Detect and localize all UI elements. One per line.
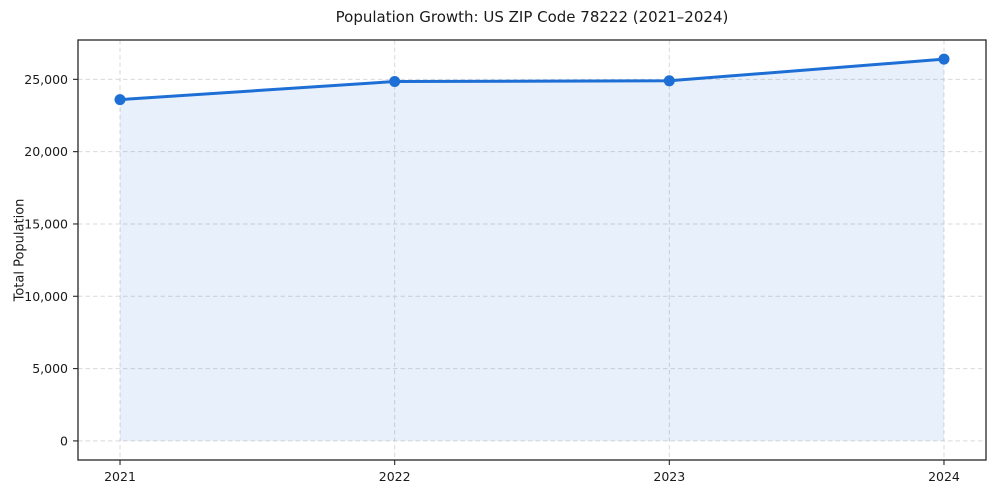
data-point-marker-2022 [389, 76, 401, 87]
area-fill [120, 59, 944, 441]
trend-line [118, 57, 946, 102]
plot-border [77, 39, 987, 461]
data-point-marker-2021 [114, 94, 126, 106]
y-tick-label: 20,000 [24, 144, 68, 159]
chart-title: Population Growth: US ZIP Code 78222 (20… [335, 8, 729, 26]
x-tick-label: 2022 [379, 469, 411, 484]
x-tick-label: 2021 [104, 469, 136, 484]
data-point-marker-2024 [938, 53, 950, 65]
y-tick-label: 25,000 [24, 72, 68, 87]
data-point-marker-2023 [663, 75, 675, 87]
x-tick-label: 2023 [653, 469, 685, 484]
y-tick-label: 0 [60, 433, 68, 448]
y-tick-label: 5,000 [32, 361, 68, 376]
y-tick-label: 15,000 [24, 216, 68, 231]
y-tick-label: 10,000 [24, 289, 68, 304]
x-tick-label: 2024 [928, 469, 960, 484]
